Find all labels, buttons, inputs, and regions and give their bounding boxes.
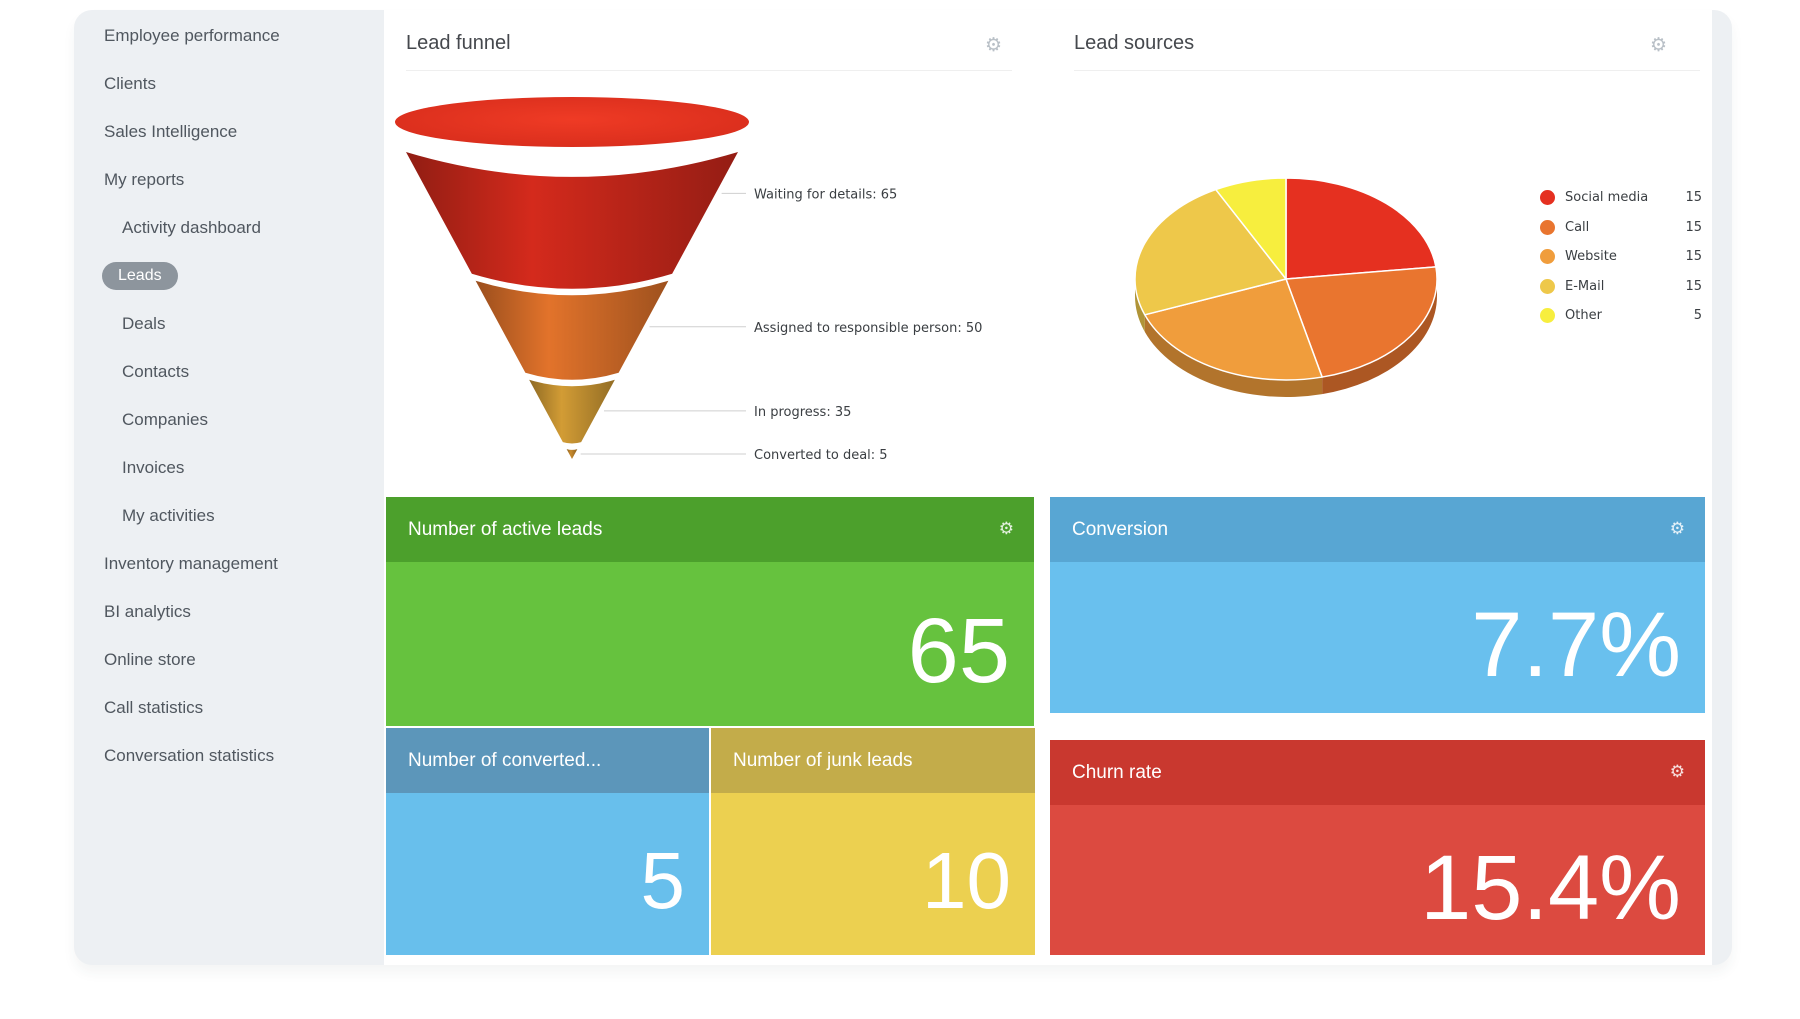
legend-item-call[interactable]: Call 15 xyxy=(1540,213,1702,243)
tile-value: 5 xyxy=(386,793,709,955)
tile-conversion: Conversion ⚙ 7.7% xyxy=(1050,497,1705,713)
lead-sources-title: Lead sources xyxy=(1074,32,1195,54)
sidebar-item-my-activities[interactable]: My activities xyxy=(122,506,215,525)
sidebar-item-employee-performance[interactable]: Employee performance xyxy=(104,26,280,45)
legend-label: E-Mail xyxy=(1565,278,1605,294)
sidebar-item-leads[interactable]: Leads xyxy=(74,252,384,300)
tile-number-of-junk-leads: Number of junk leads 10 xyxy=(711,728,1035,955)
tile-title: Number of converted... xyxy=(408,749,602,771)
legend-item-other[interactable]: Other 5 xyxy=(1540,301,1702,331)
tile-title: Churn rate xyxy=(1072,761,1162,783)
sidebar-item-sales-intelligence[interactable]: Sales Intelligence xyxy=(104,122,238,141)
sidebar-item-clients[interactable]: Clients xyxy=(104,74,156,93)
legend-label: Website xyxy=(1565,249,1617,265)
divider xyxy=(1074,70,1700,71)
lead-sources-chart[interactable] xyxy=(1050,88,1712,420)
sidebar-item-invoices[interactable]: Invoices xyxy=(122,458,185,477)
tile-title: Number of junk leads xyxy=(733,749,913,771)
tile-value: 7.7% xyxy=(1050,562,1705,713)
legend-dot xyxy=(1540,278,1555,294)
legend-dot xyxy=(1540,249,1555,265)
legend-value: 15 xyxy=(1685,190,1702,206)
legend-label: Social media xyxy=(1565,190,1649,206)
sidebar-item-contacts[interactable]: Contacts xyxy=(122,362,190,381)
tile-header: Churn rate ⚙ xyxy=(1050,740,1705,805)
svg-text:Assigned to responsible person: Assigned to responsible person: 50 xyxy=(754,321,982,336)
gear-icon[interactable]: ⚙ xyxy=(1669,519,1685,539)
gear-icon[interactable]: ⚙ xyxy=(1650,34,1668,56)
tile-title: Conversion xyxy=(1072,518,1169,540)
sidebar-item-deals[interactable]: Deals xyxy=(122,314,166,333)
legend-dot xyxy=(1540,219,1555,235)
tile-value: 10 xyxy=(711,793,1035,955)
sidebar-item-call-statistics[interactable]: Call statistics xyxy=(104,698,204,717)
legend-label: Other xyxy=(1565,308,1602,324)
legend-value: 15 xyxy=(1685,278,1702,294)
sidebar-nav: Employee performance Clients Sales Intelli… xyxy=(74,12,384,780)
sidebar-item-bi-analytics[interactable]: BI analytics xyxy=(104,602,191,621)
gear-icon[interactable]: ⚙ xyxy=(985,34,1003,56)
svg-text:In progress: 35: In progress: 35 xyxy=(754,405,851,420)
legend-value: 5 xyxy=(1693,308,1702,324)
lead-sources-legend: Social media 15 Call 15 Website 15 E-Mail 15 Oth… xyxy=(1540,183,1702,331)
tile-title: Number of active leads xyxy=(408,518,603,540)
legend-item-e-mail[interactable]: E-Mail 15 xyxy=(1540,272,1702,302)
tile-header: Number of converted... xyxy=(386,728,709,793)
svg-text:Waiting for details: 65: Waiting for details: 65 xyxy=(754,187,897,202)
legend-dot xyxy=(1540,190,1555,206)
lead-funnel-title: Lead funnel xyxy=(406,32,511,54)
tile-header: Conversion ⚙ xyxy=(1050,497,1705,562)
legend-item-website[interactable]: Website 15 xyxy=(1540,242,1702,272)
legend-dot xyxy=(1540,308,1555,324)
legend-value: 15 xyxy=(1685,219,1702,235)
sidebar-item-companies[interactable]: Companies xyxy=(122,410,208,429)
sidebar-item-online-store[interactable]: Online store xyxy=(104,650,196,669)
gear-icon[interactable]: ⚙ xyxy=(1669,762,1685,782)
tile-value: 65 xyxy=(386,562,1034,726)
legend-item-social-media[interactable]: Social media 15 xyxy=(1540,183,1702,213)
tile-number-of-converted: Number of converted... 5 xyxy=(386,728,709,955)
sidebar-item-my-reports[interactable]: My reports xyxy=(104,170,185,189)
divider xyxy=(406,70,1012,71)
sidebar-item-conversation-statistics[interactable]: Conversation statistics xyxy=(104,746,275,765)
legend-label: Call xyxy=(1565,219,1590,235)
sidebar-item-inventory-management[interactable]: Inventory management xyxy=(104,554,278,573)
legend-value: 15 xyxy=(1685,249,1702,265)
tile-header: Number of active leads ⚙ xyxy=(386,497,1034,562)
lead-funnel-chart[interactable]: Waiting for details: 65 Assigned to respo… xyxy=(384,88,1044,480)
svg-text:Converted to deal: 5: Converted to deal: 5 xyxy=(754,448,888,463)
sidebar-item-activity-dashboard[interactable]: Activity dashboard xyxy=(122,218,261,237)
gear-icon[interactable]: ⚙ xyxy=(998,519,1014,539)
tile-value: 15.4% xyxy=(1050,805,1705,955)
tile-header: Number of junk leads xyxy=(711,728,1035,793)
tile-number-of-active-leads: Number of active leads ⚙ 65 xyxy=(386,497,1034,726)
tile-churn-rate: Churn rate ⚙ 15.4% xyxy=(1050,740,1705,955)
